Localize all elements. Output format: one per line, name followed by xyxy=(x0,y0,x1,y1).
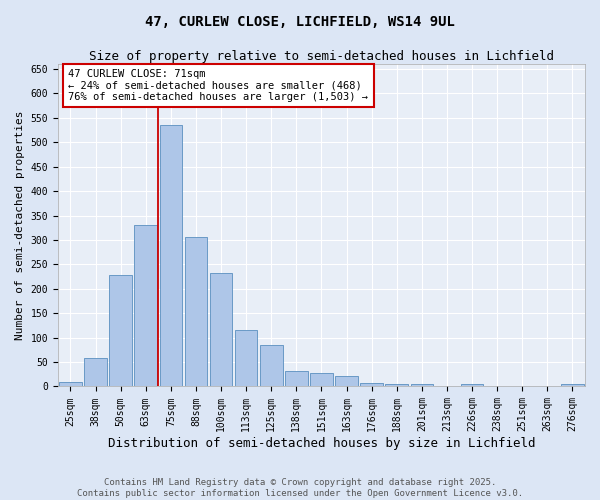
Bar xyxy=(561,384,584,386)
Text: 47 CURLEW CLOSE: 71sqm
← 24% of semi-detached houses are smaller (468)
76% of se: 47 CURLEW CLOSE: 71sqm ← 24% of semi-det… xyxy=(68,69,368,102)
Title: Size of property relative to semi-detached houses in Lichfield: Size of property relative to semi-detach… xyxy=(89,50,554,63)
Bar xyxy=(210,273,232,386)
Bar xyxy=(109,275,132,386)
Bar xyxy=(310,374,333,386)
Text: 47, CURLEW CLOSE, LICHFIELD, WS14 9UL: 47, CURLEW CLOSE, LICHFIELD, WS14 9UL xyxy=(145,15,455,29)
Y-axis label: Number of semi-detached properties: Number of semi-detached properties xyxy=(15,110,25,340)
Bar xyxy=(285,371,308,386)
Bar xyxy=(185,236,207,386)
Bar xyxy=(160,125,182,386)
Bar xyxy=(361,383,383,386)
Bar xyxy=(59,382,82,386)
Bar xyxy=(461,384,484,386)
Bar xyxy=(84,358,107,386)
Bar xyxy=(335,376,358,386)
Bar xyxy=(385,384,408,386)
Bar xyxy=(235,330,257,386)
Bar xyxy=(260,345,283,387)
X-axis label: Distribution of semi-detached houses by size in Lichfield: Distribution of semi-detached houses by … xyxy=(108,437,535,450)
Text: Contains HM Land Registry data © Crown copyright and database right 2025.
Contai: Contains HM Land Registry data © Crown c… xyxy=(77,478,523,498)
Bar xyxy=(134,226,157,386)
Bar xyxy=(410,384,433,386)
